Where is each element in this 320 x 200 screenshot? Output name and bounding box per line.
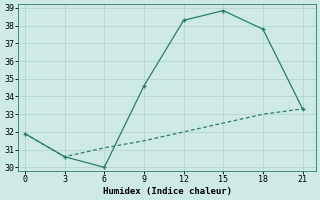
X-axis label: Humidex (Indice chaleur): Humidex (Indice chaleur) xyxy=(103,187,232,196)
